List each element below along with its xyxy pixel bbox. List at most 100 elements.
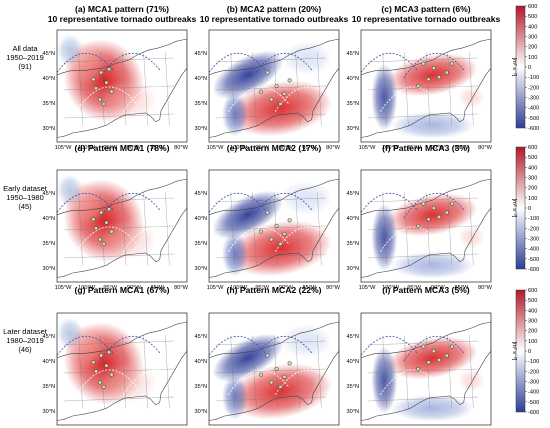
panel-title: (g) Pattern MCA1 (67%) [45, 285, 199, 307]
state-line [215, 253, 327, 259]
y-tick-label: 30°N [347, 126, 360, 132]
contour-line [426, 86, 488, 112]
field-blob [99, 79, 158, 120]
x-tick-label: 80°W [174, 285, 188, 291]
contour-line [426, 226, 488, 252]
outbreak-point [416, 366, 421, 372]
x-tick-label: 80°W [326, 145, 340, 151]
y-tick-label: 35°N [195, 384, 208, 390]
outbreak-point [421, 344, 426, 349]
colorbar-tick-label: 100 [528, 55, 537, 61]
y-tick-label: 45°N [43, 191, 56, 197]
x-tick-label: 95°W [103, 285, 117, 291]
state-line [367, 340, 479, 346]
contour-line [380, 226, 441, 252]
map-frame [208, 169, 340, 283]
colorbar-tick-label: -400 [528, 390, 539, 396]
y-tick-label: 40°N [43, 216, 56, 222]
x-tick-label: 85°W [455, 285, 469, 291]
map-panel-0-1: 105°W 100°W 95°W 90°W 85°W 80°W 30°N 35°N 40°N 45… [195, 29, 341, 151]
state-line [367, 57, 479, 63]
state-line [100, 335, 105, 409]
state-line [78, 335, 83, 409]
outbreak-point [421, 201, 426, 206]
field-blob [458, 369, 485, 392]
y-tick-label: 30°N [195, 266, 208, 272]
y-tick-label: 30°N [347, 409, 360, 415]
field-blob [212, 50, 284, 99]
colorbar-tick-label: 400 [528, 24, 537, 30]
x-tick-label: 105°W [359, 145, 377, 151]
y-tick-label: 30°N [43, 126, 56, 132]
colorbar-tick-label: -400 [528, 106, 539, 112]
contour-line [361, 336, 418, 357]
field-blob [387, 193, 478, 237]
state-line [447, 335, 452, 409]
contour-line [76, 226, 137, 252]
map-panel-1-0: 105°W 100°W 95°W 90°W 85°W 80°W 30°N 35°N 40°N 45… [43, 169, 189, 291]
field-blob [57, 317, 83, 349]
state-line [143, 192, 148, 266]
y-tick-label: 35°N [43, 241, 56, 247]
state-line [215, 197, 327, 203]
field-blob [99, 362, 158, 403]
state-line [447, 192, 452, 266]
y-tick-label: 45°N [43, 51, 56, 57]
outbreak-point [436, 214, 442, 220]
contour-line [99, 53, 161, 79]
map-panel-2-1: 105°W100°W95°W90°W85°W80°W30°N35°N40°N45… [195, 312, 340, 426]
state-line [382, 335, 387, 409]
x-tick-label: 80°W [326, 285, 340, 291]
colorbar-tick-label: -500 [528, 116, 539, 122]
y-tick-label: 30°N [195, 409, 208, 415]
state-line [143, 335, 148, 409]
colorbar-tick-label: 300 [528, 319, 537, 325]
outbreak-point [97, 97, 102, 102]
colorbar-tick-label: 300 [528, 35, 537, 41]
row-label: All data 1950–2019 (91) [0, 44, 50, 71]
contour-line [403, 53, 465, 79]
colorbar-tick-label: -300 [528, 380, 539, 386]
outbreak-point [287, 78, 292, 83]
colorbar-tick-label: 600 [528, 145, 537, 151]
state-line [252, 52, 257, 126]
contour-line [209, 193, 266, 214]
outbreak-point [436, 74, 442, 80]
contour-line [99, 193, 161, 219]
field-blob [222, 91, 248, 137]
colorbar-tick-label: 400 [528, 308, 537, 314]
colorbar-tick-label: 200 [528, 186, 537, 192]
colorbar: 600 500 400 300 200 100 0 -100 -200 -300 -400 -500 -… [511, 4, 539, 132]
outbreak-point [269, 380, 274, 385]
y-tick-label: 45°N [347, 191, 360, 197]
colorbar-tick-label: -500 [528, 400, 539, 406]
state-line [100, 52, 105, 126]
map-frame [360, 312, 492, 426]
field-blob [99, 219, 158, 260]
state-line [63, 253, 175, 259]
panel-title: (h) Pattern MCA2 (22%) [197, 285, 351, 307]
outbreak-point [258, 229, 264, 234]
panel-title: (a) MCA1 pattern (71%) 10 representative … [45, 4, 199, 26]
x-tick-label: 95°W [407, 145, 421, 151]
y-tick-label: 40°N [347, 216, 360, 222]
state-line [121, 335, 127, 409]
field-blob [222, 374, 248, 420]
colorbar-label: [m² s⁻²] [511, 199, 517, 218]
outbreak-point [99, 353, 104, 358]
y-tick-label: 45°N [195, 51, 208, 57]
outbreak-point [109, 229, 114, 234]
state-line [404, 335, 409, 409]
outbreak-point [106, 67, 112, 72]
colorbar: 600 500 400 300 200 100 0 -100 -200 -300 -400 -500 -… [511, 145, 539, 273]
field-blob [57, 174, 83, 206]
map-panel-0-2: 105°W 100°W 95°W 90°W 85°W 80°W 30°N 35°N 40°N 45… [347, 29, 493, 151]
state-line [230, 335, 235, 409]
y-tick-label: 40°N [43, 76, 56, 82]
state-line [121, 192, 127, 266]
y-tick-label: 40°N [43, 359, 56, 365]
outbreak-point [282, 231, 287, 236]
map-frame [360, 29, 492, 143]
panel-title-text: (h) Pattern MCA2 (22%) [226, 285, 322, 295]
